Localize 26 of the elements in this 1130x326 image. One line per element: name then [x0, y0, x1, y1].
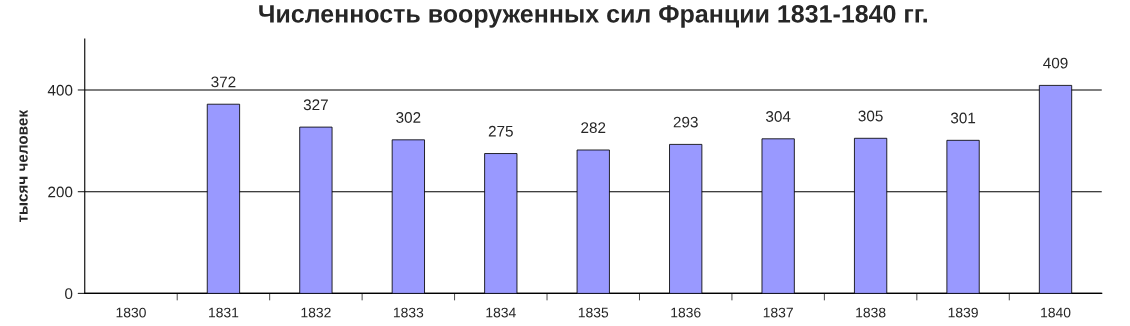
x-tick-label: 1835: [578, 307, 609, 318]
x-tick-label: 1839: [948, 307, 978, 318]
x-tick-label: 1831: [209, 307, 239, 318]
x-tick-label: 1830: [116, 307, 146, 318]
data-label: 409: [1043, 57, 1068, 69]
data-label: 282: [581, 122, 606, 134]
data-label: 293: [673, 116, 698, 128]
y-tick-label: 0: [65, 288, 73, 300]
x-tick-label: 1833: [393, 307, 424, 318]
data-label: 327: [303, 99, 328, 111]
x-tick-label: 1838: [856, 307, 886, 318]
y-tick-label: 400: [47, 84, 73, 96]
x-tick-label: 1836: [671, 307, 701, 318]
data-label: 301: [950, 112, 976, 124]
data-label: 304: [766, 111, 791, 122]
data-label: 372: [211, 76, 236, 88]
data-label: 275: [488, 125, 513, 137]
x-tick-label: 1840: [1041, 307, 1071, 318]
y-tick-label: 200: [48, 186, 73, 198]
x-tick-label: 1832: [301, 307, 331, 318]
y-axis-title: тысяч человек: [19, 109, 28, 223]
x-tick-label: 1834: [486, 307, 516, 318]
chart-title: Численность вооруженных сил Франции 1831-1840 гг.: [259, 5, 927, 28]
x-tick-label: 1837: [763, 307, 793, 318]
data-label: 302: [396, 112, 421, 123]
data-label: 305: [858, 110, 883, 122]
